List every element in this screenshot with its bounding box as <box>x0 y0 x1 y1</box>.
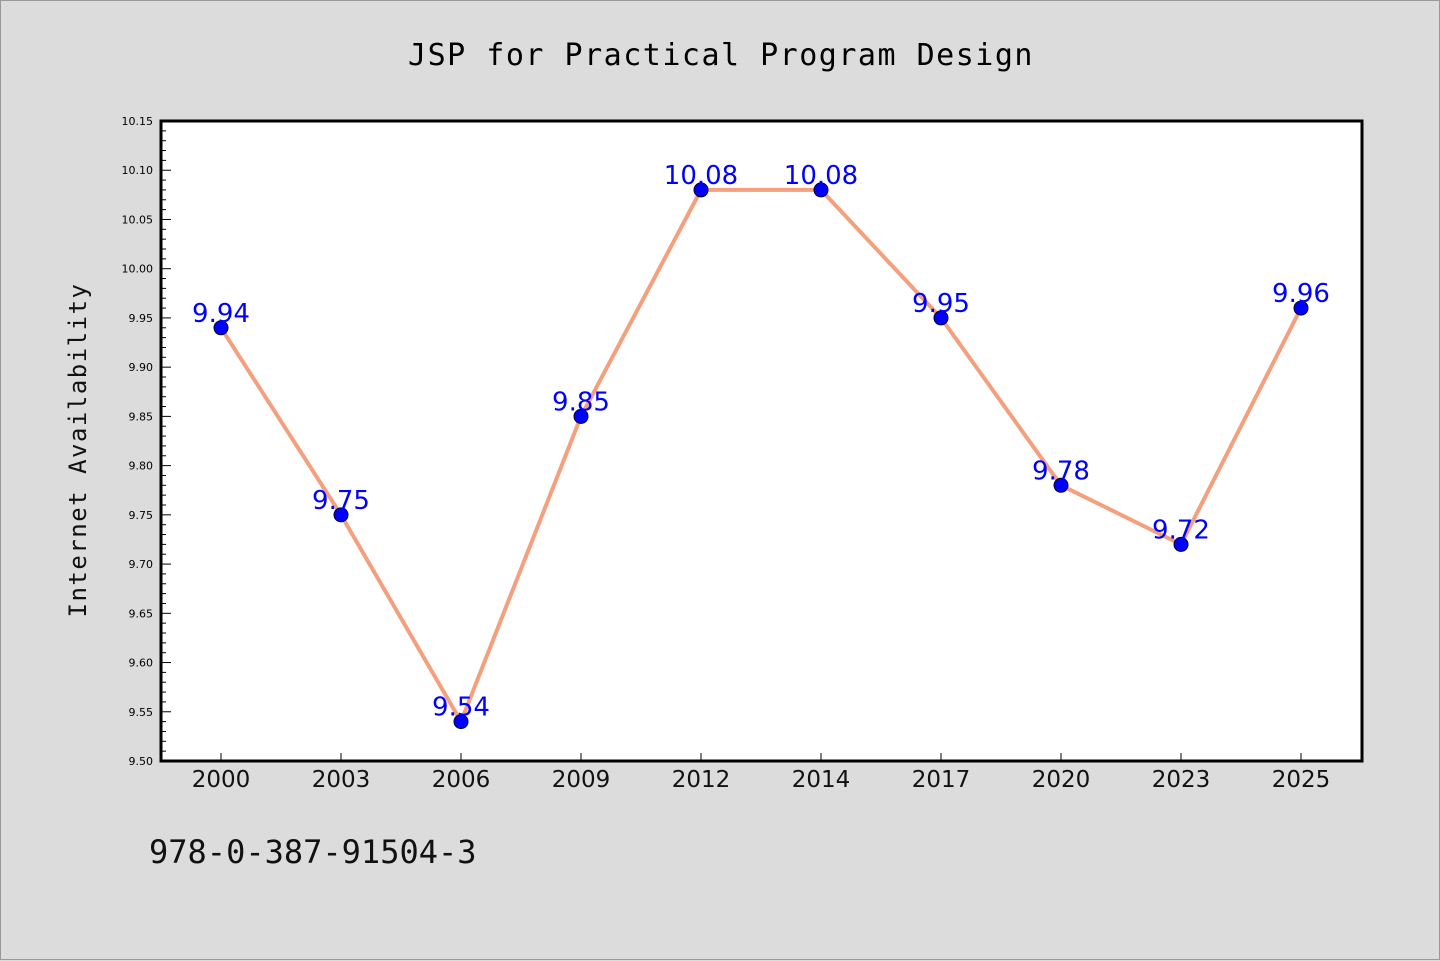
data-point-marker <box>213 320 229 336</box>
chart-title: JSP for Practical Program Design <box>408 38 1034 73</box>
data-label: 9.75 <box>312 486 370 516</box>
x-tick-label: 2012 <box>672 767 731 793</box>
x-tick-label: 2014 <box>792 767 851 793</box>
data-point-marker <box>1293 300 1309 316</box>
data-label: 9.95 <box>912 289 970 319</box>
y-tick-label: 9.50 <box>129 755 154 768</box>
data-point-marker <box>333 507 349 523</box>
y-tick-label: 10.05 <box>122 213 154 226</box>
data-point-markers <box>213 182 1309 730</box>
data-label: 10.08 <box>664 161 738 191</box>
data-label: 9.94 <box>192 299 250 329</box>
data-point-marker <box>1173 536 1189 552</box>
data-point-marker <box>813 182 829 198</box>
data-point-marker <box>573 408 589 424</box>
y-tick-label: 9.75 <box>129 509 154 522</box>
y-axis-ticks: 9.50 9.55 9.60 9.65 9.70 9.75 9.80 9.85 9.90 9.95… <box>122 115 171 768</box>
y-axis-label: Internet Availability <box>64 283 92 618</box>
x-tick-label: 2000 <box>192 767 251 793</box>
x-tick-label: 2009 <box>552 767 611 793</box>
data-point-marker <box>693 182 709 198</box>
y-tick-label: 9.95 <box>129 312 154 325</box>
x-tick-label: 2006 <box>432 767 491 793</box>
data-label: 9.96 <box>1272 279 1330 309</box>
y-tick-label: 10.10 <box>122 164 154 177</box>
plot-area <box>159 119 1364 763</box>
data-label: 9.85 <box>552 387 610 417</box>
series-line-group <box>219 187 1303 724</box>
x-axis-ticks: 2000 2003 2006 2009 2012 2014 2017 2020 2023 2025 <box>192 753 1331 793</box>
data-label: 9.54 <box>432 693 490 723</box>
x-tick-label: 2025 <box>1272 767 1331 793</box>
y-tick-label: 9.65 <box>129 607 154 620</box>
series-line <box>219 187 1303 724</box>
y-tick-label: 9.55 <box>129 706 154 719</box>
y-tick-label: 9.85 <box>129 410 154 423</box>
y-tick-label: 10.00 <box>122 263 154 276</box>
data-label: 9.72 <box>1152 515 1210 545</box>
x-tick-label: 2017 <box>912 767 971 793</box>
data-label: 9.78 <box>1032 456 1090 486</box>
y-tick-label: 9.70 <box>129 558 154 571</box>
y-tick-label: 9.60 <box>129 657 154 670</box>
data-labels: 9.94 9.75 9.54 9.85 10.08 10.08 9.95 9.78 9.72 9.… <box>192 161 1330 723</box>
y-tick-label: 9.90 <box>129 361 154 374</box>
data-label: 10.08 <box>784 161 858 191</box>
data-point-marker <box>1053 477 1069 493</box>
footer-isbn: 978-0-387-91504-3 <box>149 833 477 871</box>
y-tick-label: 9.80 <box>129 460 154 473</box>
data-point-marker <box>453 714 469 730</box>
x-tick-label: 2020 <box>1032 767 1091 793</box>
y-tick-label: 10.15 <box>122 115 154 128</box>
data-point-marker <box>933 310 949 326</box>
x-tick-label: 2023 <box>1152 767 1211 793</box>
x-tick-label: 2003 <box>312 767 371 793</box>
